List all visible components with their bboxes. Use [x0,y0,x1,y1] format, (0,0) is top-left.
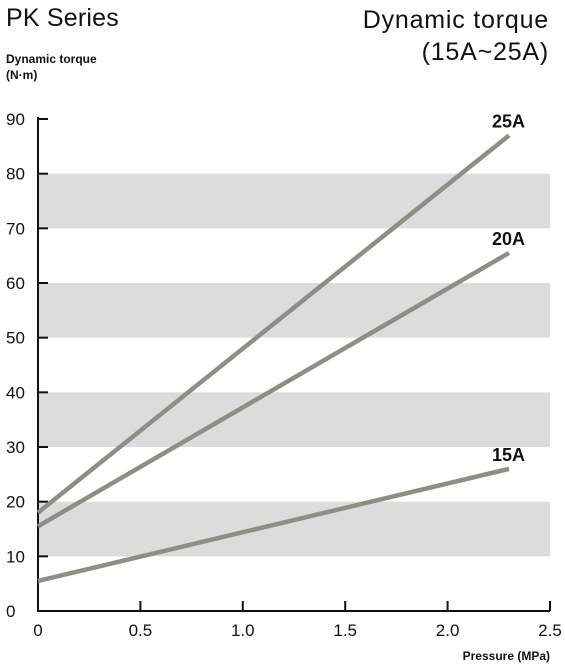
chart-title-line2: (15A~25A) [421,38,549,66]
series-label-15a: 15A [492,445,525,465]
y-tick-label: 90 [6,110,25,129]
y-tick-label: 50 [6,329,25,348]
series-label-20a: 20A [492,229,525,249]
x-axis-title: Pressure (MPa) [463,649,550,663]
y-tick-label: 0 [6,602,15,621]
y-tick-label: 30 [6,438,25,457]
y-axis-title: Dynamic torque (N·m) [6,51,97,83]
tick-labels: 0 10 20 30 40 50 60 70 80 90 0 0.5 1.0 1.5 2.0 2.5 [6,110,562,640]
y-tick-label: 20 [6,493,25,512]
series-line-20a [36,250,511,529]
chart-title-line1: Dynamic torque [362,6,549,34]
y-tick-label: 10 [6,547,25,566]
band-0 [38,501,550,557]
series-labels: 25A 20A 15A [492,111,525,464]
series-title: PK Series [6,4,119,32]
series-label-25a: 25A [492,111,525,131]
x-tick-label: 2.0 [436,621,460,640]
band-1 [38,392,550,447]
background-bands [38,173,550,557]
x-tick-label: 1.0 [231,621,255,640]
y-tick-label: 40 [6,383,25,402]
y-tick-label: 60 [6,274,25,293]
axes [37,117,551,612]
y-tick-label: 80 [6,165,25,184]
series-lines [36,133,511,584]
series-line-15a [37,466,510,584]
y-tick-label: 70 [6,219,25,238]
x-tick-label: 0 [33,621,42,640]
x-tick-label: 2.5 [538,621,562,640]
series-line-25a [36,133,511,515]
y-axis-title-line2: (N·m) [6,68,38,82]
y-axis-title-line1: Dynamic torque [6,52,97,66]
x-tick-label: 0.5 [129,621,153,640]
chart-title: Dynamic torque (15A~25A) [363,4,549,68]
band-3 [38,173,550,229]
x-tick-label: 1.5 [333,621,357,640]
